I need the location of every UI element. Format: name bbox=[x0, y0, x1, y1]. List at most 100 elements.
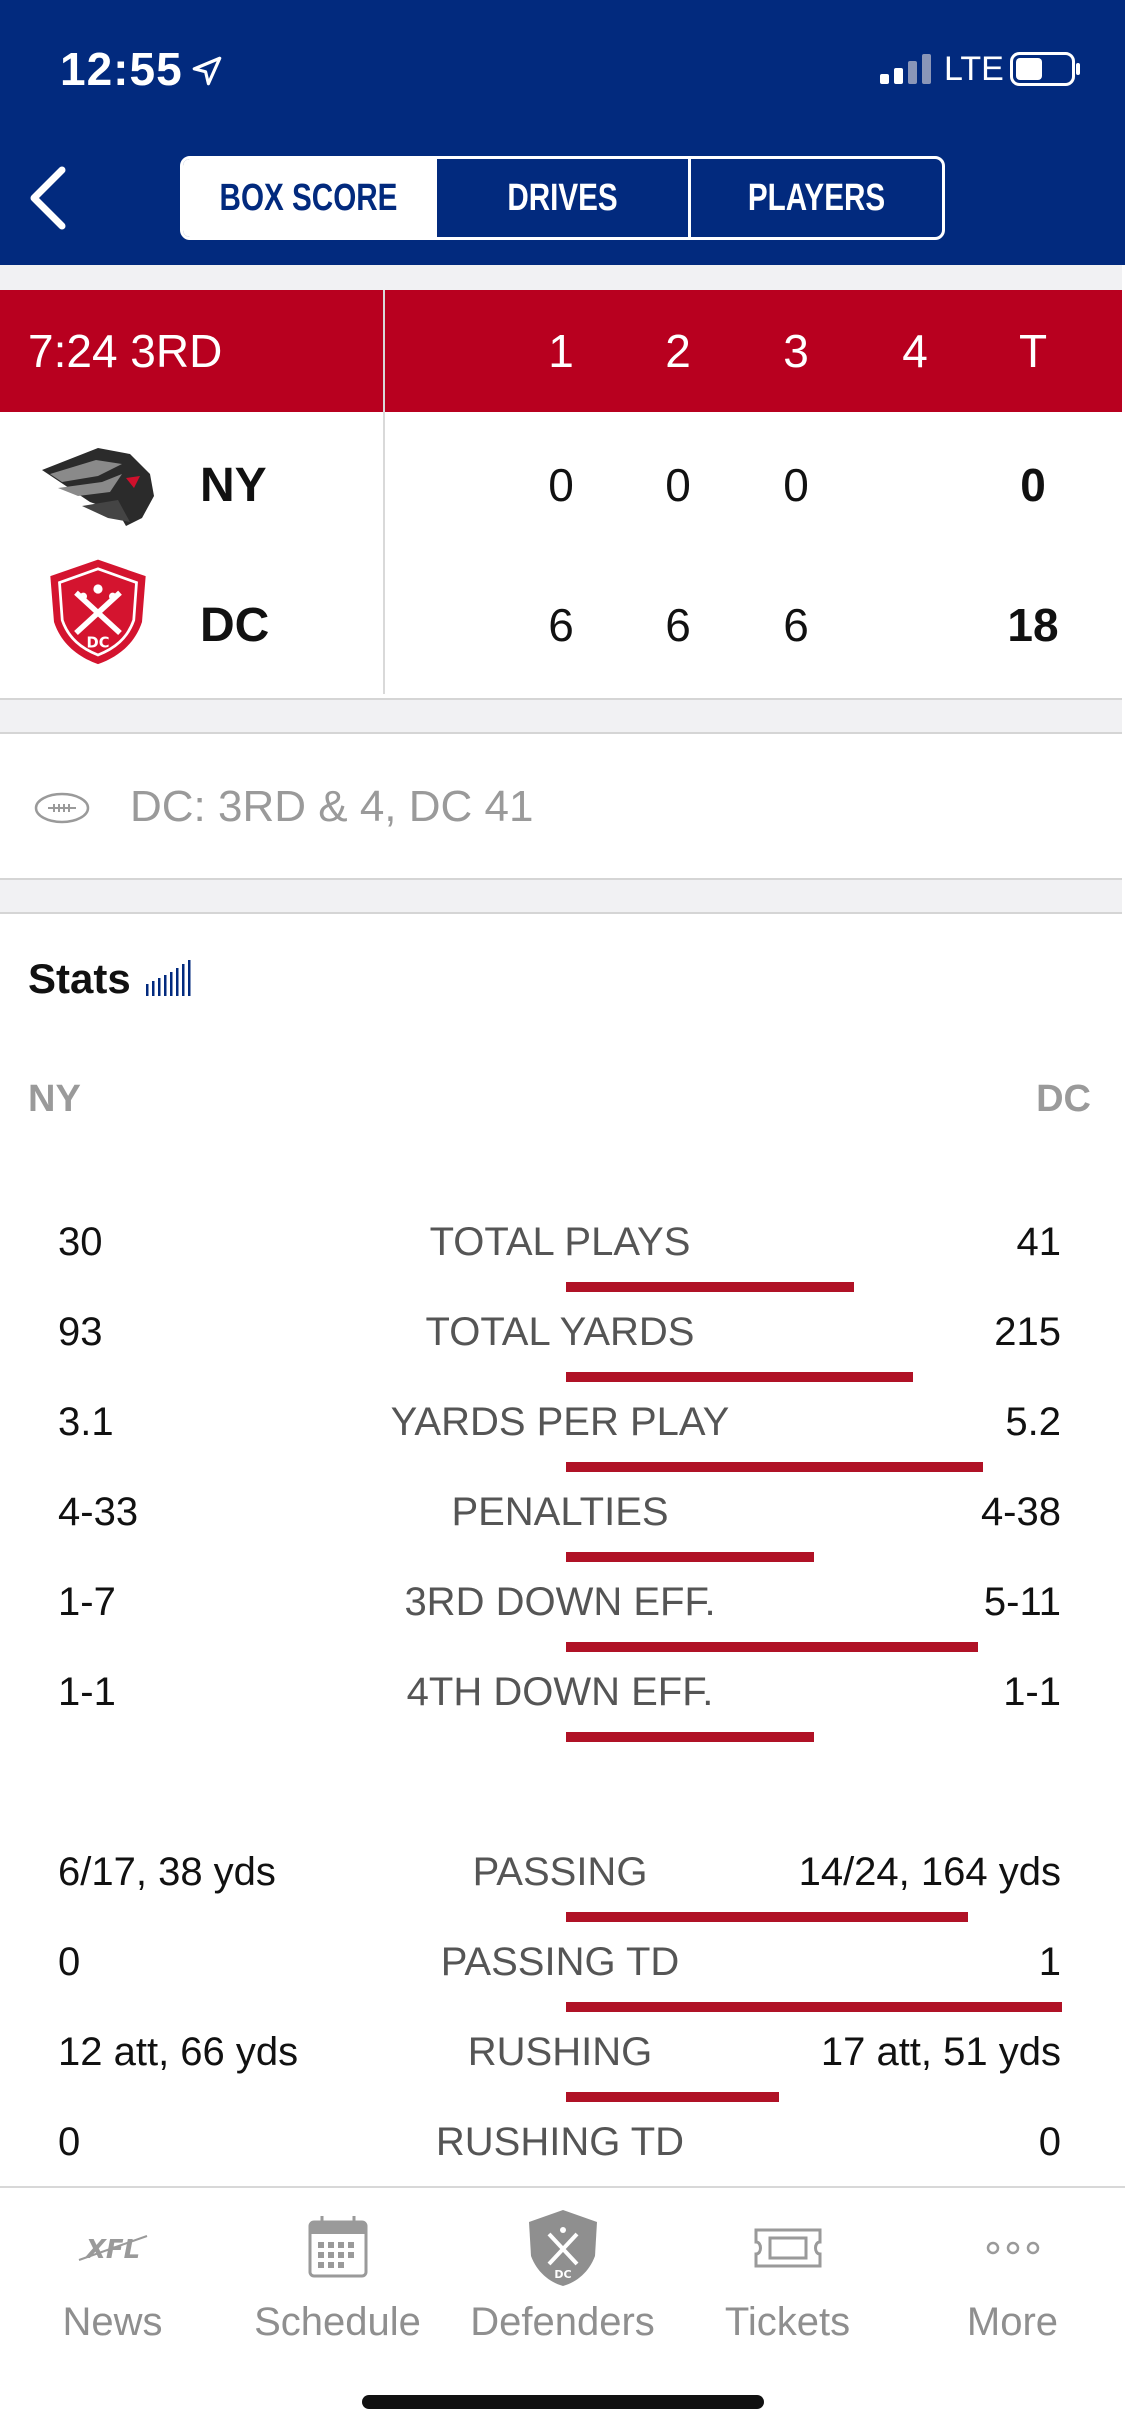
tab-defenders[interactable]: DC Defenders bbox=[450, 2208, 675, 2345]
tab-defenders-label: Defenders bbox=[470, 2300, 655, 2344]
dc-total-score: 18 bbox=[1007, 599, 1059, 651]
battery-icon bbox=[1010, 52, 1080, 86]
team-row-ny: NY 0 0 0 0 bbox=[0, 412, 1122, 552]
stat-left-value: 6/17, 38 yds bbox=[58, 1850, 276, 1894]
team-abbr-ny: NY bbox=[200, 459, 267, 512]
ellipsis-icon bbox=[986, 2241, 1039, 2255]
stat-label: 4TH DOWN EFF. bbox=[406, 1670, 714, 1714]
stat-comparison-bar bbox=[566, 1372, 913, 1382]
stat-left-value: 1-7 bbox=[58, 1580, 116, 1624]
ny-q2-score: 0 bbox=[665, 459, 691, 511]
stat-label: YARDS PER PLAY bbox=[390, 1400, 730, 1444]
app-header: 12:55 LTE BOX SCORE DRIVES PLAYERS bbox=[0, 0, 1125, 265]
stat-row: 4-33 PENALTIES 4-38 bbox=[0, 1490, 1125, 1580]
stat-comparison-bar bbox=[566, 1462, 983, 1472]
stat-left-value: 12 att, 66 yds bbox=[58, 2030, 299, 2074]
stat-right-value: 5.2 bbox=[1005, 1400, 1061, 1444]
team-abbr-dc: DC bbox=[200, 599, 270, 652]
calendar-icon bbox=[308, 2216, 367, 2278]
stat-row: 30 TOTAL PLAYS 41 bbox=[0, 1220, 1125, 1310]
stat-row: 1-1 4TH DOWN EFF. 1-1 bbox=[0, 1670, 1125, 1760]
back-chevron-icon[interactable] bbox=[22, 160, 74, 236]
stats-right-team: DC bbox=[1036, 1078, 1091, 1120]
stat-label: RUSHING TD bbox=[435, 2120, 685, 2164]
stat-left-value: 4-33 bbox=[58, 1490, 139, 1534]
defenders-shield-icon: DC bbox=[528, 2210, 597, 2286]
tab-tickets[interactable]: Tickets bbox=[675, 2208, 900, 2345]
quarter-3-label: 3 bbox=[783, 325, 809, 377]
quarter-4-label: 4 bbox=[902, 325, 928, 377]
tab-schedule[interactable]: Schedule bbox=[225, 2208, 450, 2345]
stat-right-value: 0 bbox=[1038, 2120, 1061, 2164]
defenders-shield-icon: DC bbox=[50, 559, 146, 665]
stat-row: 12 att, 66 yds RUSHING 17 att, 51 yds bbox=[0, 2030, 1125, 2120]
scoreboard-header: 7:24 3RD 1 2 3 4 T bbox=[0, 290, 1122, 412]
ny-total-score: 0 bbox=[1020, 459, 1046, 511]
tab-players-label: PLAYERS bbox=[747, 176, 886, 219]
section-spacer bbox=[0, 880, 1122, 912]
home-indicator bbox=[362, 2395, 764, 2409]
stat-comparison-bar bbox=[566, 1642, 978, 1652]
team-row-dc: DC DC 6 6 6 18 bbox=[0, 552, 1122, 692]
stats-title: Stats bbox=[28, 955, 131, 1002]
game-situation: DC: 3RD & 4, DC 41 bbox=[130, 782, 534, 831]
xfl-logo-icon: XFL bbox=[78, 2235, 147, 2265]
signal-icon bbox=[880, 54, 931, 84]
stat-right-value: 5-11 bbox=[983, 1580, 1061, 1624]
stat-right-value: 41 bbox=[1016, 1220, 1062, 1264]
tab-drives[interactable]: DRIVES bbox=[434, 159, 688, 237]
stat-comparison-bar bbox=[566, 1732, 814, 1742]
stat-comparison-bar bbox=[566, 2092, 779, 2102]
network-type: LTE bbox=[944, 50, 1004, 88]
scoreboard-divider bbox=[383, 290, 385, 694]
header-spacer bbox=[0, 265, 1122, 290]
tab-box-score[interactable]: BOX SCORE bbox=[183, 159, 434, 237]
football-icon bbox=[34, 792, 90, 824]
dc-q3-score: 6 bbox=[783, 599, 809, 651]
stat-comparison-bar bbox=[566, 1552, 814, 1562]
stat-left-value: 93 bbox=[58, 1310, 103, 1354]
location-arrow-icon bbox=[192, 56, 222, 86]
tab-more[interactable]: More bbox=[900, 2208, 1125, 2345]
stat-right-value: 215 bbox=[994, 1310, 1061, 1354]
stat-left-value: 0 bbox=[58, 1940, 81, 1984]
stat-row: 1-7 3RD DOWN EFF. 5-11 bbox=[0, 1580, 1125, 1670]
tab-news-label: News bbox=[62, 2300, 163, 2344]
total-label: T bbox=[1018, 325, 1048, 377]
tab-box-score-label: BOX SCORE bbox=[219, 176, 398, 219]
stat-label: TOTAL PLAYS bbox=[429, 1220, 691, 1264]
stat-right-value: 1-1 bbox=[1003, 1670, 1061, 1714]
stat-row: 6/17, 38 yds PASSING 14/24, 164 yds bbox=[0, 1850, 1125, 1940]
tab-players[interactable]: PLAYERS bbox=[688, 159, 942, 237]
stat-left-value: 1-1 bbox=[58, 1670, 116, 1714]
svg-text:DC: DC bbox=[554, 2268, 571, 2281]
svg-text:XFL: XFL bbox=[83, 2235, 139, 2265]
stat-label: RUSHING bbox=[467, 2030, 653, 2074]
dc-q2-score: 6 bbox=[665, 599, 691, 651]
ticket-icon bbox=[754, 2228, 821, 2268]
guardians-logo-icon bbox=[42, 448, 154, 526]
tab-schedule-label: Schedule bbox=[254, 2300, 421, 2344]
dc-q1-score: 6 bbox=[548, 599, 574, 651]
stat-label: 3RD DOWN EFF. bbox=[404, 1580, 716, 1624]
bottom-tab-bar: XFL News Schedule DC Defenders bbox=[0, 2186, 1125, 2436]
stat-label: TOTAL YARDS bbox=[425, 1310, 695, 1354]
tab-more-label: More bbox=[966, 2300, 1059, 2344]
tab-tickets-label: Tickets bbox=[724, 2300, 851, 2344]
tab-drives-label: DRIVES bbox=[507, 176, 618, 219]
ny-q1-score: 0 bbox=[548, 459, 574, 511]
stats-left-team: NY bbox=[28, 1078, 81, 1120]
status-time: 12:55 bbox=[60, 43, 183, 95]
stat-left-value: 30 bbox=[58, 1220, 103, 1264]
stat-right-value: 14/24, 164 yds bbox=[798, 1850, 1061, 1894]
stat-comparison-bar bbox=[566, 1912, 968, 1922]
divider bbox=[0, 878, 1122, 880]
stat-row: 0 PASSING TD 1 bbox=[0, 1940, 1125, 2030]
svg-text:DC: DC bbox=[87, 635, 110, 652]
stat-label: PASSING TD bbox=[440, 1940, 680, 1984]
stat-comparison-bar bbox=[566, 1282, 854, 1292]
tab-news[interactable]: XFL News bbox=[0, 2208, 225, 2345]
bar-chart-icon bbox=[146, 960, 191, 996]
quarter-2-label: 2 bbox=[665, 325, 691, 377]
stat-row: 0 RUSHING TD 0 bbox=[0, 2120, 1125, 2210]
